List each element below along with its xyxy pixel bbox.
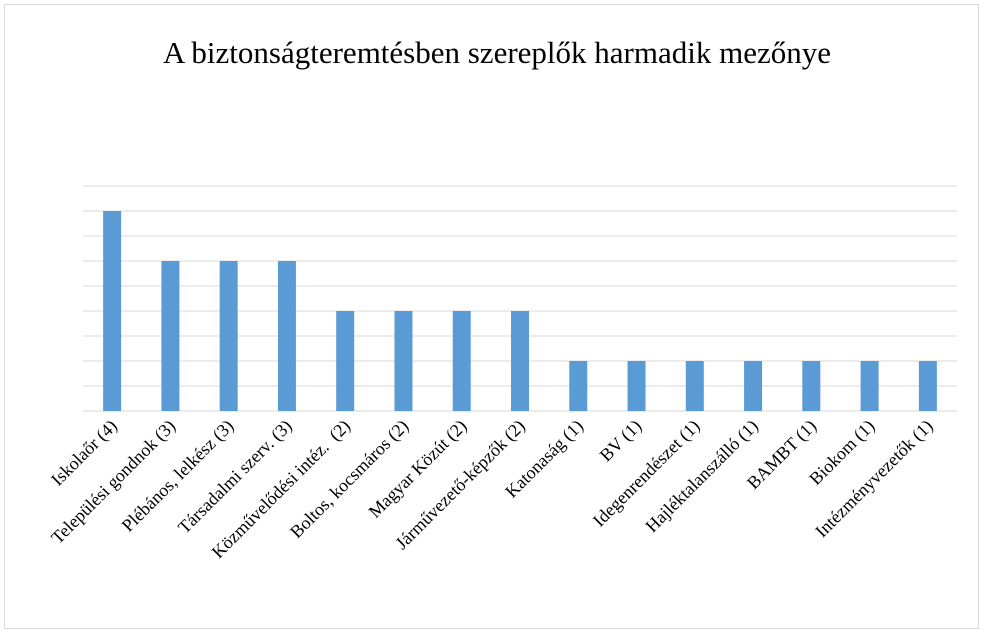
chart-frame [4, 4, 979, 629]
bar [103, 211, 122, 411]
bar [219, 261, 238, 411]
bar [627, 361, 646, 411]
bar [511, 311, 529, 411]
bar [685, 361, 704, 411]
bar [452, 311, 471, 411]
bar [161, 261, 180, 411]
x-tick-label: Magyar Közút (2) [365, 416, 472, 523]
bar [394, 311, 413, 411]
chart-title: A biztonságteremtésben szereplők harmadi… [163, 35, 831, 70]
x-tick-label: Intézményvezetők (1) [811, 416, 937, 542]
bar [569, 361, 588, 411]
bar [336, 311, 355, 411]
bar [802, 361, 821, 411]
bar [744, 361, 763, 411]
bar [860, 361, 879, 411]
bar [918, 361, 937, 411]
bar [277, 261, 296, 411]
x-tick-label: Idegenrendészet (1) [589, 416, 705, 532]
x-tick-label: BV (1) [596, 416, 646, 466]
